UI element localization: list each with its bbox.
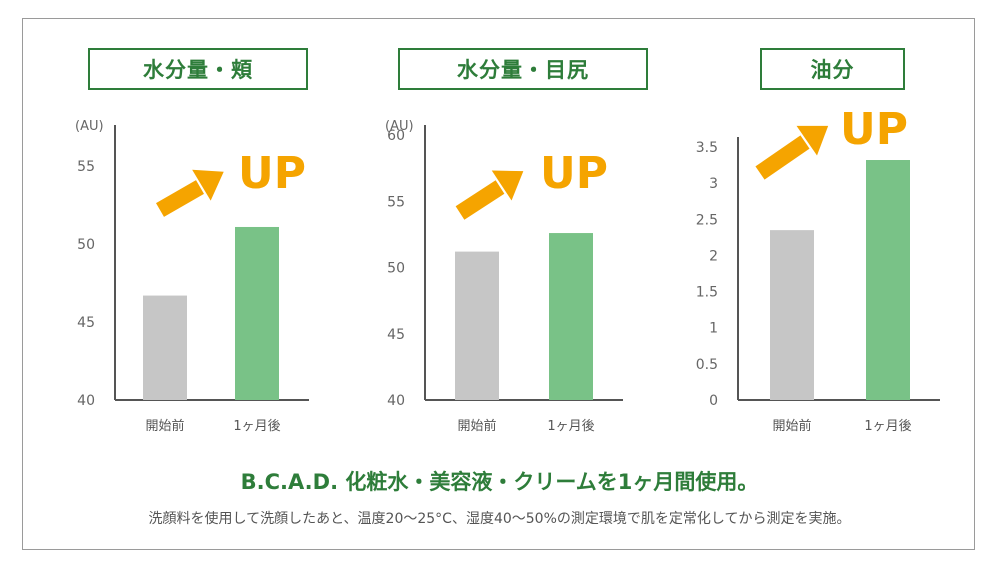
chart-title-eye: 水分量・目尻 [398, 48, 648, 90]
y-tick-label: 2.5 [696, 212, 718, 228]
x-tick-label: 1ヶ月後 [864, 419, 911, 434]
x-tick-label: 開始前 [772, 418, 811, 434]
x-tick-label: 1ヶ月後 [547, 419, 594, 434]
y-tick-label: 55 [77, 159, 95, 175]
usage-caption: B.C.A.D. 化粧水・美容液・クリームを1ヶ月間使用。 [240, 470, 759, 494]
x-tick-label: 開始前 [145, 418, 184, 434]
up-annotation: UP [540, 148, 608, 199]
measurement-note: 洗顔料を使用して洗顔したあと、温度20〜25°C、湿度40〜50%の測定環境で肌… [148, 511, 851, 527]
up-arrow-head [192, 169, 224, 201]
bar-before [770, 230, 814, 400]
chart-moisture-eye: (AU) 40 45 50 55 60 開始前 1ヶ月後 UP [385, 119, 623, 434]
y-tick-label: 45 [387, 327, 405, 343]
y-tick-label: 40 [387, 393, 405, 409]
chart-title-cheek: 水分量・頬 [88, 48, 308, 90]
chart-oil: 0 0.5 1 1.5 2 2.5 3 3.5 開始前 1ヶ月後 UP [696, 104, 940, 434]
y-tick-label: 45 [77, 315, 95, 331]
y-tick-label: 55 [387, 194, 405, 210]
x-tick-label: 開始前 [457, 418, 496, 434]
y-tick-label: 1 [709, 321, 718, 337]
y-tick-label: 1.5 [696, 285, 718, 301]
up-annotation: UP [238, 148, 306, 199]
y-tick-label: 0 [709, 393, 718, 409]
y-tick-label: 3 [709, 176, 718, 192]
bar-after [235, 226, 279, 400]
chart-moisture-cheek: (AU) 40 45 50 55 開始前 1ヶ月後 UP [75, 119, 309, 434]
up-arrow-head [491, 170, 524, 201]
y-tick-label: 50 [77, 237, 95, 253]
y-tick-label: 3.5 [696, 140, 718, 156]
y-tick-label: 0.5 [696, 357, 718, 373]
y-tick-label: 40 [77, 393, 95, 409]
y-axis-unit-label: (AU) [385, 119, 414, 134]
bar-before [143, 295, 187, 400]
up-arrow-shaft [455, 180, 505, 220]
up-annotation: UP [840, 104, 908, 155]
y-tick-label: 50 [387, 261, 405, 277]
bar-before [455, 251, 499, 400]
x-tick-label: 1ヶ月後 [233, 419, 280, 434]
up-arrow-head [796, 125, 829, 156]
bar-after [549, 233, 593, 400]
y-tick-label: 2 [709, 248, 718, 264]
figure-frame [22, 18, 975, 550]
up-arrow-shaft [755, 135, 810, 180]
y-tick-label: 60 [387, 128, 405, 144]
y-axis-unit-label: (AU) [75, 119, 104, 134]
chart-title-oil: 油分 [760, 48, 905, 90]
bar-after [866, 160, 910, 400]
up-arrow-shaft [156, 180, 204, 217]
